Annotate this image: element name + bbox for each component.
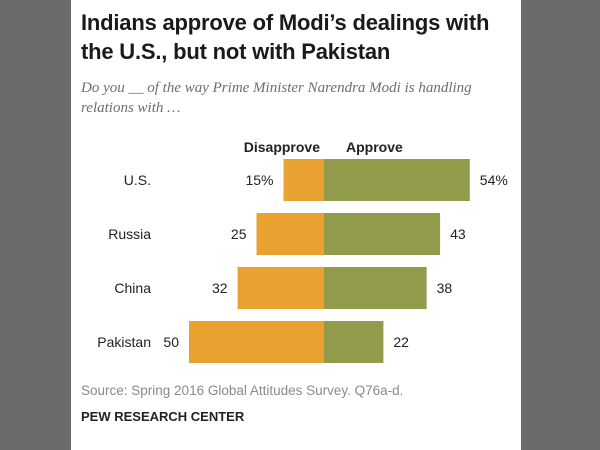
category-label-us: U.S. (124, 172, 151, 188)
chart-title: Indians approve of Modi’s dealings with … (81, 10, 490, 64)
organization-name: PEW RESEARCH CENTER (81, 409, 245, 424)
value-disapprove-us: 15% (245, 172, 273, 188)
value-disapprove-china: 32 (212, 280, 228, 296)
value-approve-us: 54% (480, 172, 508, 188)
bar-disapprove-us (283, 159, 324, 201)
bar-approve-china (324, 267, 427, 309)
diverging-bar-chart: Disapprove Approve U.S. 15% 54% Russia 25 43 Chi… (97, 139, 508, 363)
bar-disapprove-russia (256, 213, 324, 255)
category-label-russia: Russia (108, 226, 151, 242)
legend-approve: Approve (346, 139, 403, 155)
value-approve-pakistan: 22 (393, 334, 409, 350)
bar-disapprove-pakistan (189, 321, 324, 363)
value-approve-china: 38 (437, 280, 453, 296)
bar-approve-pakistan (324, 321, 384, 363)
value-disapprove-russia: 25 (231, 226, 247, 242)
category-label-china: China (114, 280, 151, 296)
legend-disapprove: Disapprove (244, 139, 320, 155)
value-disapprove-pakistan: 50 (163, 334, 179, 350)
source-note: Source: Spring 2016 Global Attitudes Sur… (81, 383, 404, 398)
bar-approve-russia (324, 213, 441, 255)
category-label-pakistan: Pakistan (97, 334, 151, 350)
bar-approve-us (324, 159, 470, 201)
chart-card: Indians approve of Modi’s dealings with … (71, 0, 521, 450)
chart-subtitle: Do you __ of the way Prime Minister Nare… (81, 80, 472, 116)
value-approve-russia: 43 (450, 226, 466, 242)
bar-disapprove-china (237, 267, 324, 309)
